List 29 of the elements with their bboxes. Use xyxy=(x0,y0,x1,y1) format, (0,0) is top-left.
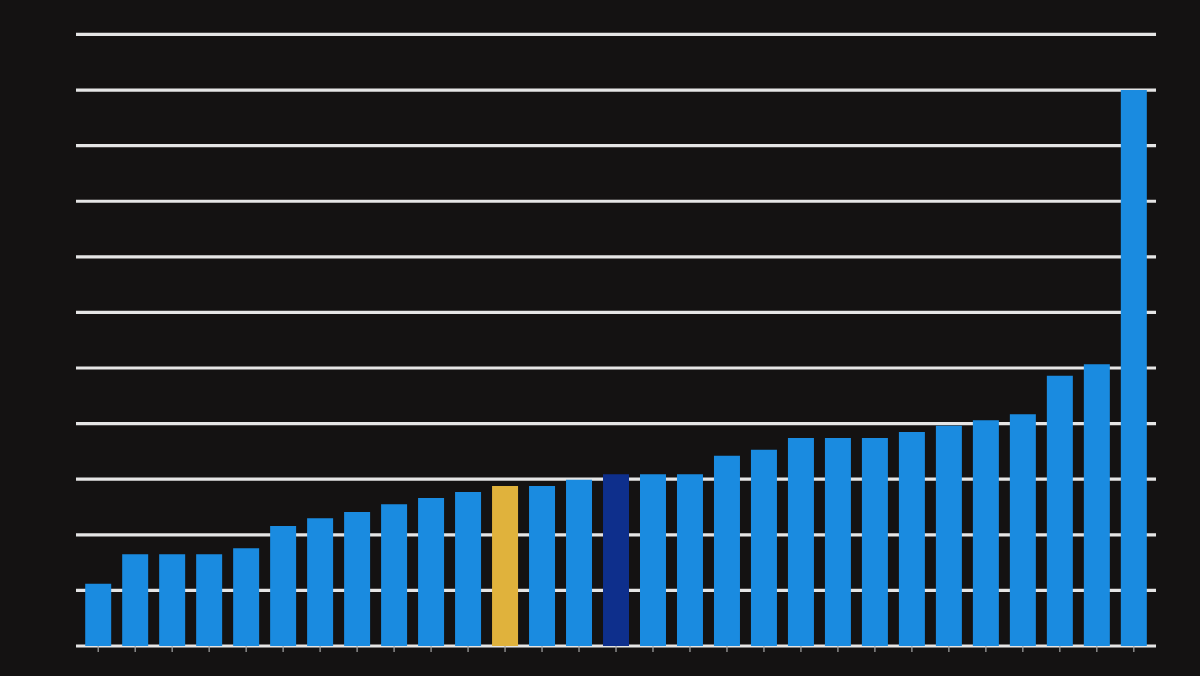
bar xyxy=(529,485,556,646)
bar xyxy=(1083,364,1110,646)
bar xyxy=(750,449,777,646)
bar xyxy=(455,492,482,646)
bar xyxy=(1009,414,1036,646)
bar xyxy=(418,498,445,646)
bar xyxy=(898,431,925,646)
bar xyxy=(85,583,112,646)
bar xyxy=(122,554,149,646)
bar xyxy=(639,474,666,646)
bar xyxy=(676,474,703,646)
bar xyxy=(307,518,334,646)
bar xyxy=(861,438,888,646)
bar xyxy=(492,485,519,646)
bar xyxy=(233,548,260,646)
bar xyxy=(603,474,630,646)
bar xyxy=(159,554,186,646)
bar xyxy=(270,525,297,646)
bar xyxy=(972,420,999,646)
bar xyxy=(1046,375,1073,646)
bar xyxy=(566,479,593,646)
bar xyxy=(344,512,371,646)
bar xyxy=(381,504,408,646)
bar xyxy=(787,438,814,646)
bar xyxy=(196,554,223,646)
bar xyxy=(824,438,851,646)
bar xyxy=(1120,90,1147,646)
bar xyxy=(713,455,740,646)
bar xyxy=(935,425,962,646)
